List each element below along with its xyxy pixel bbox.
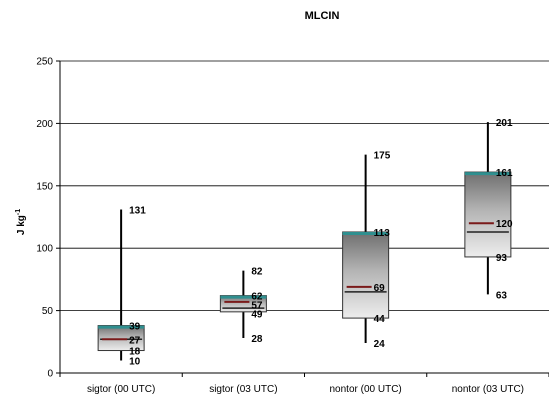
data-label: 39 [129,322,141,333]
data-label: 27 [129,335,141,346]
y-tick-label: 100 [36,244,53,255]
data-label: 49 [251,310,263,321]
box-plot-group [464,122,512,295]
iqr-box [97,325,145,352]
data-label: 24 [374,339,386,350]
y-tick-label: 200 [36,119,53,130]
data-label: 113 [374,228,391,239]
data-label: 28 [251,334,263,345]
data-label: 69 [374,283,386,294]
box-plot-group [219,270,267,339]
data-label: 10 [129,357,141,368]
box-plot-group [97,209,145,361]
data-label: 62 [251,292,263,303]
x-tick-label: nontor (00 UTC) [330,384,402,395]
axes: 0 50 100 150 200 250 sigtor (00 UTC) sigtor (03… [36,57,549,395]
x-tick-label: sigtor (03 UTC) [209,384,277,395]
data-label: 44 [374,314,386,325]
box-plot-group [342,154,390,344]
data-label: 161 [496,168,513,179]
y-tick-label: 50 [42,306,54,317]
iqr-box [464,171,512,258]
data-label: 131 [129,206,146,217]
data-label: 175 [374,151,391,162]
y-tick-label: 0 [47,369,53,380]
data-label: 18 [129,347,141,358]
data-label: 63 [496,290,508,301]
y-tick-label: 250 [36,57,53,68]
boxes [97,122,512,361]
data-label: 82 [251,267,263,278]
data-label: 93 [496,253,508,264]
y-axis-label: J kg-1 [15,209,27,235]
data-label: 57 [251,301,263,312]
chart-title: MLCIN [305,10,340,22]
x-tick-label: sigtor (00 UTC) [87,384,155,395]
data-label: 120 [496,219,513,230]
iqr-box [342,231,390,319]
y-tick-label: 150 [36,181,53,192]
x-tick-label: nontor (03 UTC) [452,384,524,395]
data-label: 201 [496,118,513,129]
